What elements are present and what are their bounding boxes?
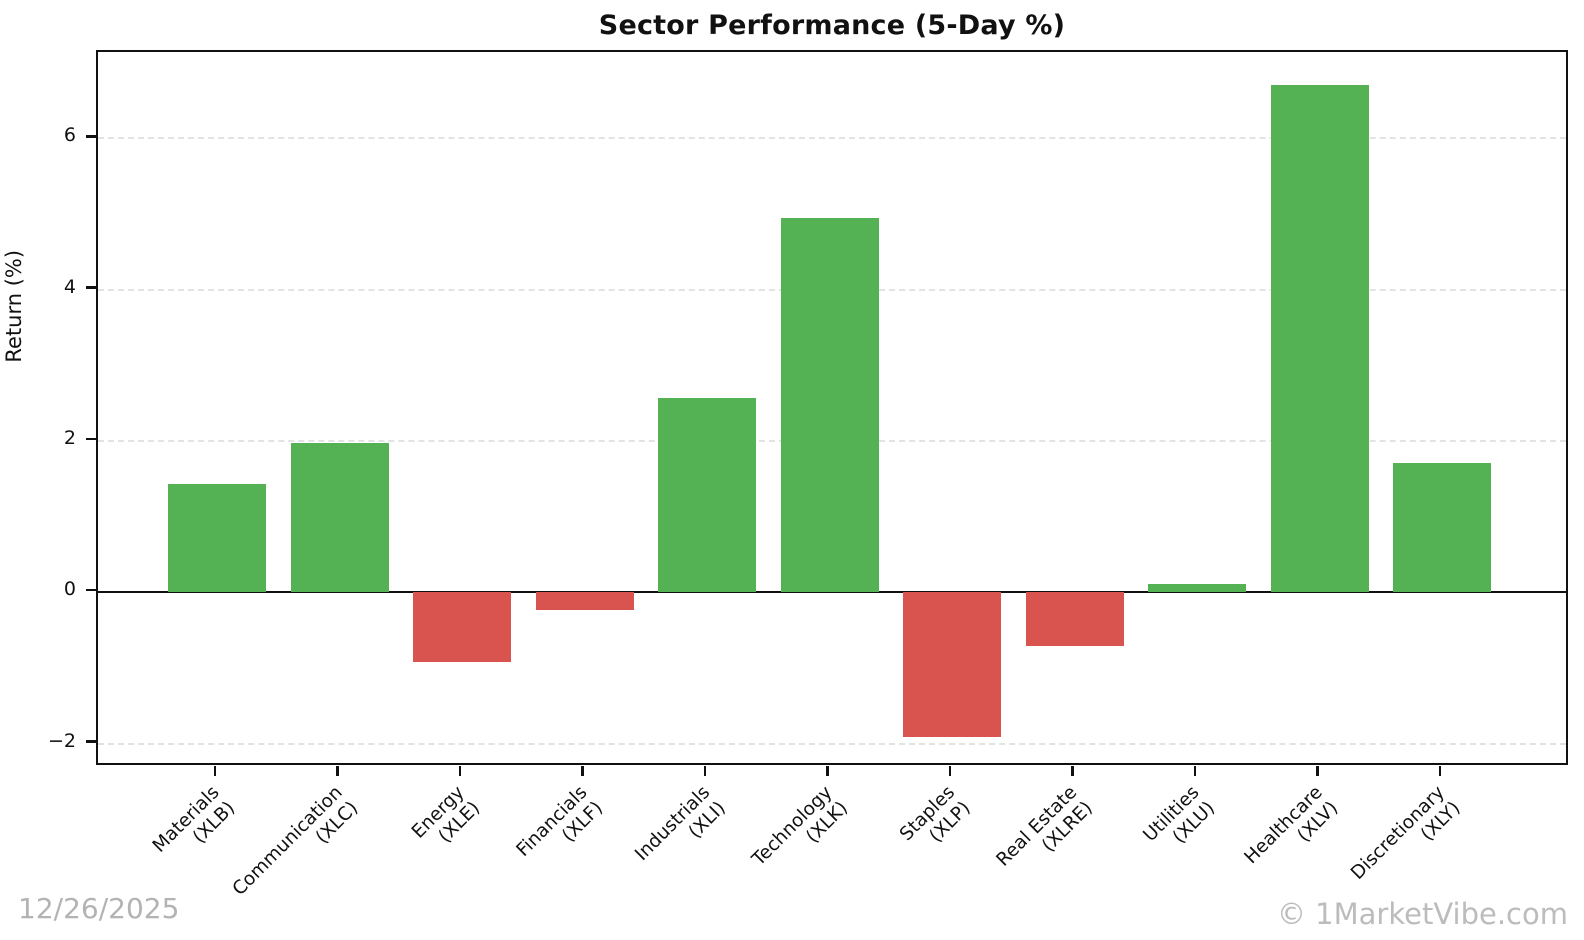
- x-tick-label-xlk: Technology (XLK): [748, 782, 853, 887]
- zero-baseline: [98, 590, 1566, 594]
- chart-title: Sector Performance (5-Day %): [598, 10, 1066, 41]
- x-tick-mark: [703, 766, 707, 776]
- x-tick-label-xlb: Materials (XLB): [149, 782, 240, 873]
- x-tick-label-xlf: Financials (XLF): [512, 782, 607, 877]
- gridline-y-6: [98, 137, 1566, 140]
- x-tick-mark: [948, 766, 952, 776]
- x-tick-mark: [458, 766, 462, 776]
- x-tick-label-xlv: Healthcare (XLV): [1240, 782, 1343, 885]
- y-tick-label-2: 2: [63, 426, 76, 449]
- y-tick-mark: [86, 740, 96, 743]
- x-tick-mark: [1438, 766, 1442, 776]
- bar-xle: [413, 592, 511, 662]
- y-tick-label-0: 0: [63, 578, 76, 601]
- x-tick-mark: [336, 766, 339, 776]
- x-tick-label-xlc: Communication (XLC): [228, 782, 362, 916]
- y-tick-mark: [86, 135, 96, 138]
- x-tick-mark: [213, 766, 217, 776]
- bar-xlf: [535, 592, 634, 610]
- y-tick-label-6: 6: [63, 124, 76, 147]
- x-tick-mark: [826, 766, 829, 776]
- bar-xly: [1393, 462, 1491, 593]
- x-tick-mark: [1071, 766, 1074, 776]
- y-tick-label-4: 4: [63, 275, 76, 298]
- bar-xlb: [168, 484, 266, 593]
- x-tick-label-xlp: Staples (XLP): [896, 782, 976, 862]
- x-tick-label-xli: Industrials (XLI): [631, 782, 731, 882]
- bar-xlu: [1148, 583, 1246, 593]
- y-tick-mark: [86, 286, 96, 289]
- x-tick-label-xlu: Utilities (XLU): [1140, 782, 1221, 863]
- x-tick-mark: [1193, 766, 1197, 776]
- y-tick-mark: [86, 588, 96, 592]
- x-tick-label-xly: Discretionary (XLY): [1347, 782, 1465, 900]
- y-tick-mark: [86, 437, 96, 441]
- x-tick-mark: [1316, 766, 1319, 776]
- gridline-y--2: [98, 742, 1566, 745]
- x-tick-label-xle: Energy (XLE): [408, 782, 485, 859]
- bar-xlk: [780, 218, 879, 593]
- watermark-brand: © 1MarketVibe.com: [1276, 897, 1568, 931]
- watermark-date: 12/26/2025: [18, 892, 180, 925]
- bar-xlp: [903, 592, 1001, 738]
- x-tick-mark: [581, 766, 584, 776]
- x-tick-label-xlre: Real Estate (XLRE): [993, 782, 1098, 887]
- bar-xlc: [290, 443, 389, 593]
- y-axis-label: Return (%): [2, 249, 26, 363]
- plot-area: [96, 50, 1568, 765]
- bar-xlre: [1025, 592, 1124, 646]
- bar-xli: [658, 397, 756, 593]
- bar-xlv: [1270, 85, 1369, 593]
- y-tick-label--2: −2: [47, 729, 76, 752]
